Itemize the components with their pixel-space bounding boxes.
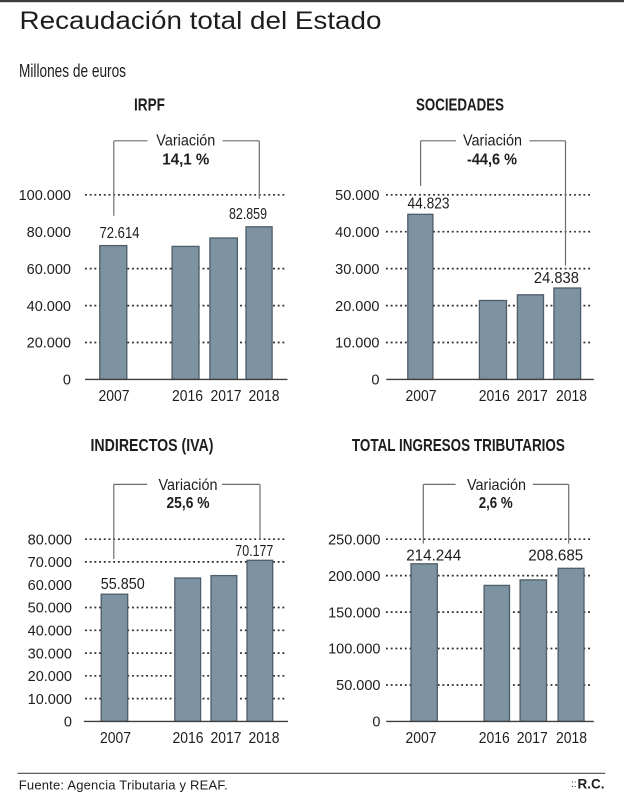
svg-text:2017: 2017: [517, 730, 548, 747]
svg-text:80.000: 80.000: [27, 225, 71, 241]
svg-text:100.000: 100.000: [328, 642, 380, 658]
svg-text:24.838: 24.838: [534, 270, 579, 287]
svg-text:14,1 %: 14,1 %: [162, 151, 209, 168]
svg-text:10.000: 10.000: [28, 692, 72, 708]
svg-text:2016: 2016: [173, 730, 204, 747]
svg-text:0: 0: [371, 373, 379, 389]
svg-text:214.244: 214.244: [406, 548, 461, 565]
svg-text:0: 0: [64, 715, 72, 731]
svg-text:R.C.: R.C.: [578, 777, 605, 792]
svg-text:44.823: 44.823: [408, 196, 450, 213]
svg-text:20.000: 20.000: [27, 336, 71, 352]
svg-text:Fuente: Agencia Tributaria y R: Fuente: Agencia Tributaria y REAF.: [19, 778, 228, 793]
svg-text:70.000: 70.000: [28, 555, 72, 571]
svg-text:2017: 2017: [211, 388, 242, 405]
svg-text:Variación: Variación: [159, 477, 218, 494]
svg-text:INDIRECTOS (IVA): INDIRECTOS (IVA): [91, 435, 214, 455]
svg-text:2018: 2018: [556, 388, 587, 405]
svg-text:2016: 2016: [479, 730, 510, 747]
svg-text:Variación: Variación: [463, 133, 522, 150]
svg-text:70.177: 70.177: [235, 543, 273, 560]
svg-text:208.685: 208.685: [528, 548, 583, 565]
svg-text:2017: 2017: [517, 388, 548, 405]
svg-text:100.000: 100.000: [19, 188, 71, 204]
svg-text:20.000: 20.000: [28, 669, 72, 685]
svg-text:2018: 2018: [556, 730, 587, 747]
svg-text:50.000: 50.000: [28, 601, 72, 617]
svg-text:2,6 %: 2,6 %: [479, 495, 513, 512]
svg-text:82.859: 82.859: [229, 206, 267, 223]
svg-text:20.000: 20.000: [335, 299, 379, 315]
svg-text:2018: 2018: [249, 388, 280, 405]
svg-text:Recaudación total del Estado: Recaudación total del Estado: [20, 7, 382, 35]
svg-text:60.000: 60.000: [28, 578, 72, 594]
svg-text:60.000: 60.000: [27, 262, 71, 278]
svg-text:2007: 2007: [406, 730, 437, 747]
svg-text:30.000: 30.000: [28, 646, 72, 662]
svg-text:0: 0: [63, 373, 71, 389]
svg-text:80.000: 80.000: [28, 532, 72, 548]
svg-text:30.000: 30.000: [335, 262, 379, 278]
svg-text:40.000: 40.000: [27, 299, 71, 315]
svg-text:0: 0: [372, 715, 380, 731]
svg-text:Variación: Variación: [467, 477, 526, 494]
svg-text:2016: 2016: [479, 388, 510, 405]
svg-text:10.000: 10.000: [335, 336, 379, 352]
svg-text:50.000: 50.000: [335, 188, 379, 204]
svg-text:40.000: 40.000: [28, 624, 72, 640]
svg-text:Variación: Variación: [156, 133, 215, 150]
svg-text:150.000: 150.000: [328, 605, 380, 621]
svg-text:25,6 %: 25,6 %: [167, 495, 210, 512]
svg-text:2018: 2018: [249, 730, 280, 747]
svg-text:IRPF: IRPF: [134, 95, 165, 115]
svg-text:72.614: 72.614: [100, 225, 140, 242]
svg-text:2007: 2007: [406, 388, 437, 405]
svg-text:2016: 2016: [172, 388, 203, 405]
svg-text:2007: 2007: [100, 730, 131, 747]
svg-text:2017: 2017: [211, 730, 242, 747]
svg-text:SOCIEDADES: SOCIEDADES: [416, 95, 504, 115]
svg-text:250.000: 250.000: [328, 532, 380, 548]
svg-text:Millones de euros: Millones de euros: [19, 61, 126, 81]
svg-text:2007: 2007: [99, 388, 130, 405]
svg-text:::: ::: [571, 779, 577, 790]
svg-text:40.000: 40.000: [335, 225, 379, 241]
svg-text:55.850: 55.850: [101, 576, 145, 593]
svg-text:50.000: 50.000: [336, 678, 380, 694]
svg-text:TOTAL INGRESOS TRIBUTARIOS: TOTAL INGRESOS TRIBUTARIOS: [352, 435, 565, 455]
svg-text:-44,6 %: -44,6 %: [467, 151, 517, 168]
svg-text:200.000: 200.000: [328, 569, 380, 585]
